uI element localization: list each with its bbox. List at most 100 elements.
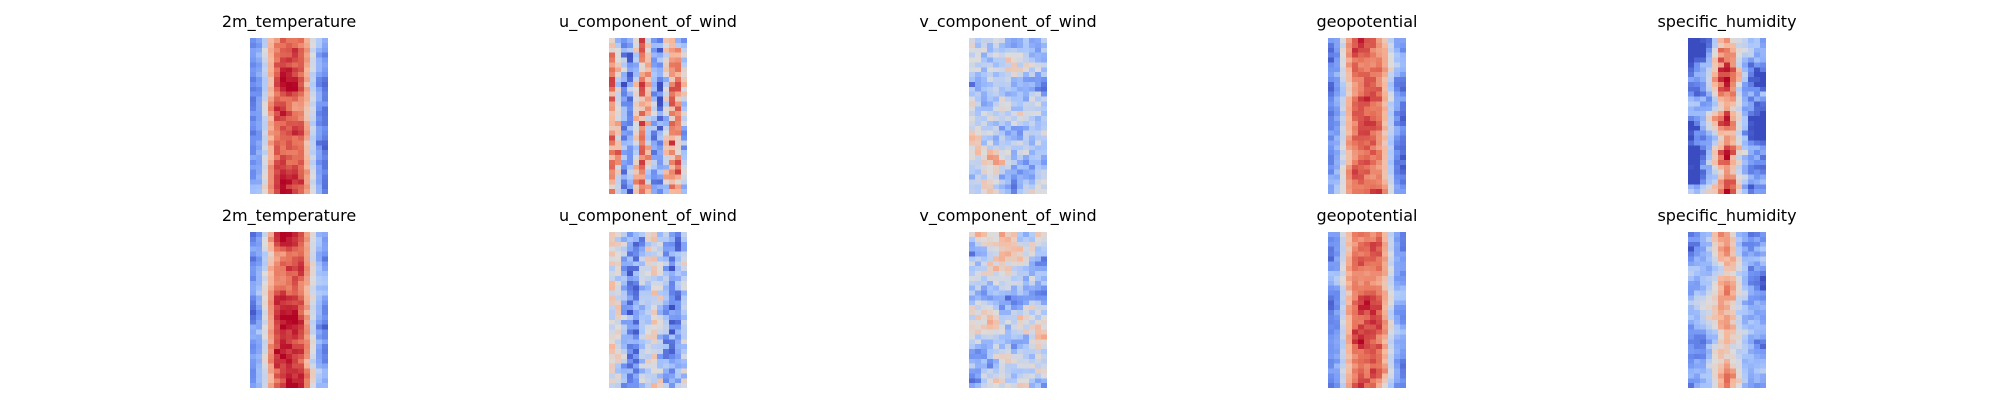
heatmap-cell [1340,378,1347,384]
heatmap-cell [1400,295,1406,301]
heatmap-cell [609,159,616,166]
heatmap-cell [669,339,676,345]
heatmap-cell [1754,236,1761,243]
heatmap-cell [1688,241,1695,248]
heatmap-cell [1754,378,1761,384]
heatmap-cell [987,358,994,365]
heatmap-cell [1754,135,1761,141]
heatmap-cell [1376,38,1383,44]
heatmap-cell [675,383,682,388]
heatmap-cell [645,271,652,277]
heatmap-cell [1700,150,1707,156]
heatmap-cell [1017,266,1024,272]
heatmap-cell [1352,266,1359,272]
heatmap-cell [1394,285,1401,292]
heatmap-cell [1382,125,1389,132]
heatmap-cell [645,314,652,321]
heatmap-cell [1352,135,1359,141]
heatmap-cell [1694,179,1701,185]
heatmap-cell [1364,261,1371,267]
heatmap-cell [1388,344,1395,350]
heatmap-cell [1005,145,1012,151]
heatmap-cell [256,120,263,127]
heatmap-cell [675,246,682,253]
heatmap-cell [1724,300,1731,306]
heatmap-cell [999,81,1006,88]
heatmap-cell [1376,256,1383,262]
heatmap-cell [969,295,976,301]
heatmap-cell [274,290,281,296]
heatmap-cell [268,125,275,132]
heatmap-cell [1688,120,1695,127]
heatmap-cell [633,285,640,292]
heatmap-cell [981,275,988,282]
heatmap-cell [1712,140,1719,146]
heatmap-cell [262,38,269,44]
heatmap-cell [1029,280,1036,287]
heatmap-cell [999,91,1006,98]
heatmap-cell [316,169,323,176]
panel-title: geopotential [1316,206,1418,225]
heatmap-cell [1742,116,1749,122]
heatmap-cell [1023,305,1030,311]
heatmap-cell [987,125,994,132]
heatmap-cell [1346,373,1353,379]
heatmap-cell [627,363,634,370]
heatmap-cell [651,378,658,384]
heatmap-cell [274,106,281,112]
heatmap-cell [262,116,269,122]
heatmap-cell [633,261,640,267]
heatmap-cell [1364,285,1371,292]
heatmap-cell [639,101,646,107]
heatmap-cell [969,344,976,350]
heatmap-cell [1718,81,1725,88]
heatmap-cell [268,280,275,287]
heatmap-cell [1023,290,1030,296]
heatmap-cell [1712,261,1719,267]
heatmap-cell [1376,96,1383,102]
heatmap-cell [1400,57,1406,63]
heatmap-cell [1382,300,1389,306]
heatmap-cell [1394,189,1401,194]
heatmap-cell [298,135,305,141]
heatmap-cell [1700,159,1707,166]
heatmap-cell [1346,271,1353,277]
heatmap-cell [304,232,311,238]
heatmap-cell [316,319,323,326]
heatmap-cell [993,256,1000,262]
heatmap-cell [651,164,658,171]
heatmap-cell [1706,120,1713,127]
heatmap-cell [1730,169,1737,176]
heatmap-cell [1364,174,1371,180]
heatmap-cell [1718,174,1725,180]
heatmap-cell [969,130,976,137]
heatmap-cell [280,349,287,355]
heatmap-cell [657,305,664,311]
heatmap-cell [651,57,658,63]
heatmap-cell [250,290,257,296]
heatmap-cell [1712,57,1719,63]
heatmap-cell [1718,314,1725,321]
heatmap-cell [1736,86,1743,93]
heatmap-cell [621,164,628,171]
heatmap-cell [268,256,275,262]
heatmap-cell [304,324,311,331]
heatmap-cell [609,179,616,185]
heatmap-cell [657,52,664,59]
heatmap-cell [621,47,628,54]
heatmap-cell [1017,81,1024,88]
heatmap-cell [681,150,687,156]
heatmap-cell [286,135,293,141]
heatmap-cell [1760,179,1766,185]
heatmap-cell [304,86,311,93]
heatmap-cell [268,300,275,306]
heatmap-panel: 2m_temperature [222,12,356,194]
heatmap-cell [1382,164,1389,171]
heatmap-cell [1340,155,1347,161]
heatmap-cell [1352,159,1359,166]
heatmap-cell [1029,101,1036,107]
heatmap-cell [1334,368,1341,374]
heatmap-cell [256,81,263,88]
heatmap-cell [1388,349,1395,355]
heatmap-cell [1340,77,1347,83]
